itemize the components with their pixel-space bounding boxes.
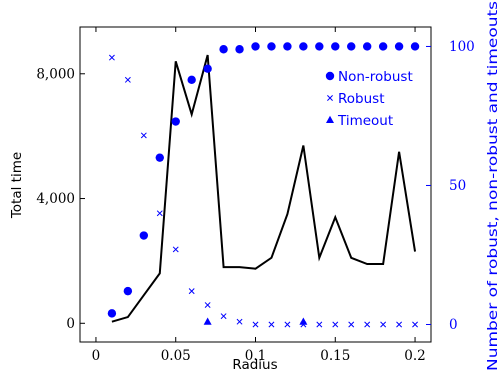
timeout-point xyxy=(299,317,308,325)
robust-point xyxy=(124,76,131,83)
y-left-tick-label: 4,000 xyxy=(36,191,75,207)
robust-point xyxy=(204,302,211,308)
robust-point xyxy=(316,321,323,328)
non-robust-point xyxy=(107,309,117,318)
y-right-tick-label: 100 xyxy=(449,39,475,55)
y-right-axis-label: Number of robust, non-robust and timeout… xyxy=(485,1,501,371)
x-tick-label: 0.15 xyxy=(320,348,350,364)
x-tick-label: 0.2 xyxy=(404,348,425,364)
non-robust-point xyxy=(187,75,196,85)
non-robust-point xyxy=(299,42,308,51)
robust-point xyxy=(108,54,115,61)
robust-point xyxy=(236,318,243,325)
non-robust-point xyxy=(331,42,340,51)
robust-point xyxy=(140,132,147,139)
robust-point xyxy=(252,321,259,328)
y-left-tick-label: 8,000 xyxy=(36,66,75,82)
non-robust-point xyxy=(315,42,324,51)
y-left-axis-label: Total time xyxy=(9,152,25,219)
series-marks xyxy=(107,42,420,328)
x-tick-label: 0.1 xyxy=(245,348,266,364)
robust-point xyxy=(348,321,355,328)
non-robust-point xyxy=(410,42,420,51)
robust-point xyxy=(332,321,339,328)
non-robust-point xyxy=(378,42,388,51)
non-robust-point xyxy=(251,42,260,51)
y-left-axis-ticks: 0 4,000 8,000 xyxy=(36,66,85,332)
legend-marker xyxy=(327,95,333,101)
y-right-axis-ticks: 0 50 100 xyxy=(426,39,475,333)
non-robust-point xyxy=(362,42,372,51)
non-robust-point xyxy=(267,42,276,51)
x-tick-label: 0 xyxy=(92,348,101,364)
non-robust-point xyxy=(394,42,404,51)
non-robust-point xyxy=(347,42,356,51)
y-left-tick-label: 0 xyxy=(66,316,75,332)
non-robust-point xyxy=(203,64,212,73)
legend-marker xyxy=(325,71,335,81)
non-robust-point xyxy=(235,45,244,54)
robust-point xyxy=(364,321,371,328)
robust-point xyxy=(188,288,195,295)
robust-point xyxy=(220,313,227,320)
robust-point xyxy=(268,321,275,328)
legend-label: Timeout xyxy=(337,113,393,129)
total-time-line xyxy=(111,54,417,323)
non-robust-point xyxy=(139,231,149,240)
non-robust-point xyxy=(123,286,133,296)
robust-point xyxy=(412,321,418,328)
y-right-tick-label: 0 xyxy=(449,317,458,333)
robust-point xyxy=(284,321,291,328)
non-robust-point xyxy=(219,45,228,54)
non-robust-point xyxy=(283,42,292,51)
legend-label: Robust xyxy=(338,91,385,107)
robust-point xyxy=(380,321,387,328)
robust-point xyxy=(172,246,179,253)
y-right-tick-label: 50 xyxy=(449,178,466,194)
non-robust-point xyxy=(171,117,180,126)
x-tick-label: 0.05 xyxy=(161,348,191,364)
robust-point xyxy=(396,321,403,328)
legend-label: Non-robust xyxy=(338,69,413,85)
x-axis-ticks: 0 0.05 0.1 0.15 0.2 xyxy=(92,27,426,364)
legend-marker xyxy=(326,115,334,123)
non-robust-point xyxy=(155,153,164,162)
robust-point xyxy=(156,210,163,217)
legend: Non-robust Robust Timeout xyxy=(325,69,413,129)
timeout-point xyxy=(203,317,212,325)
x-axis-label: Radius xyxy=(232,357,277,373)
